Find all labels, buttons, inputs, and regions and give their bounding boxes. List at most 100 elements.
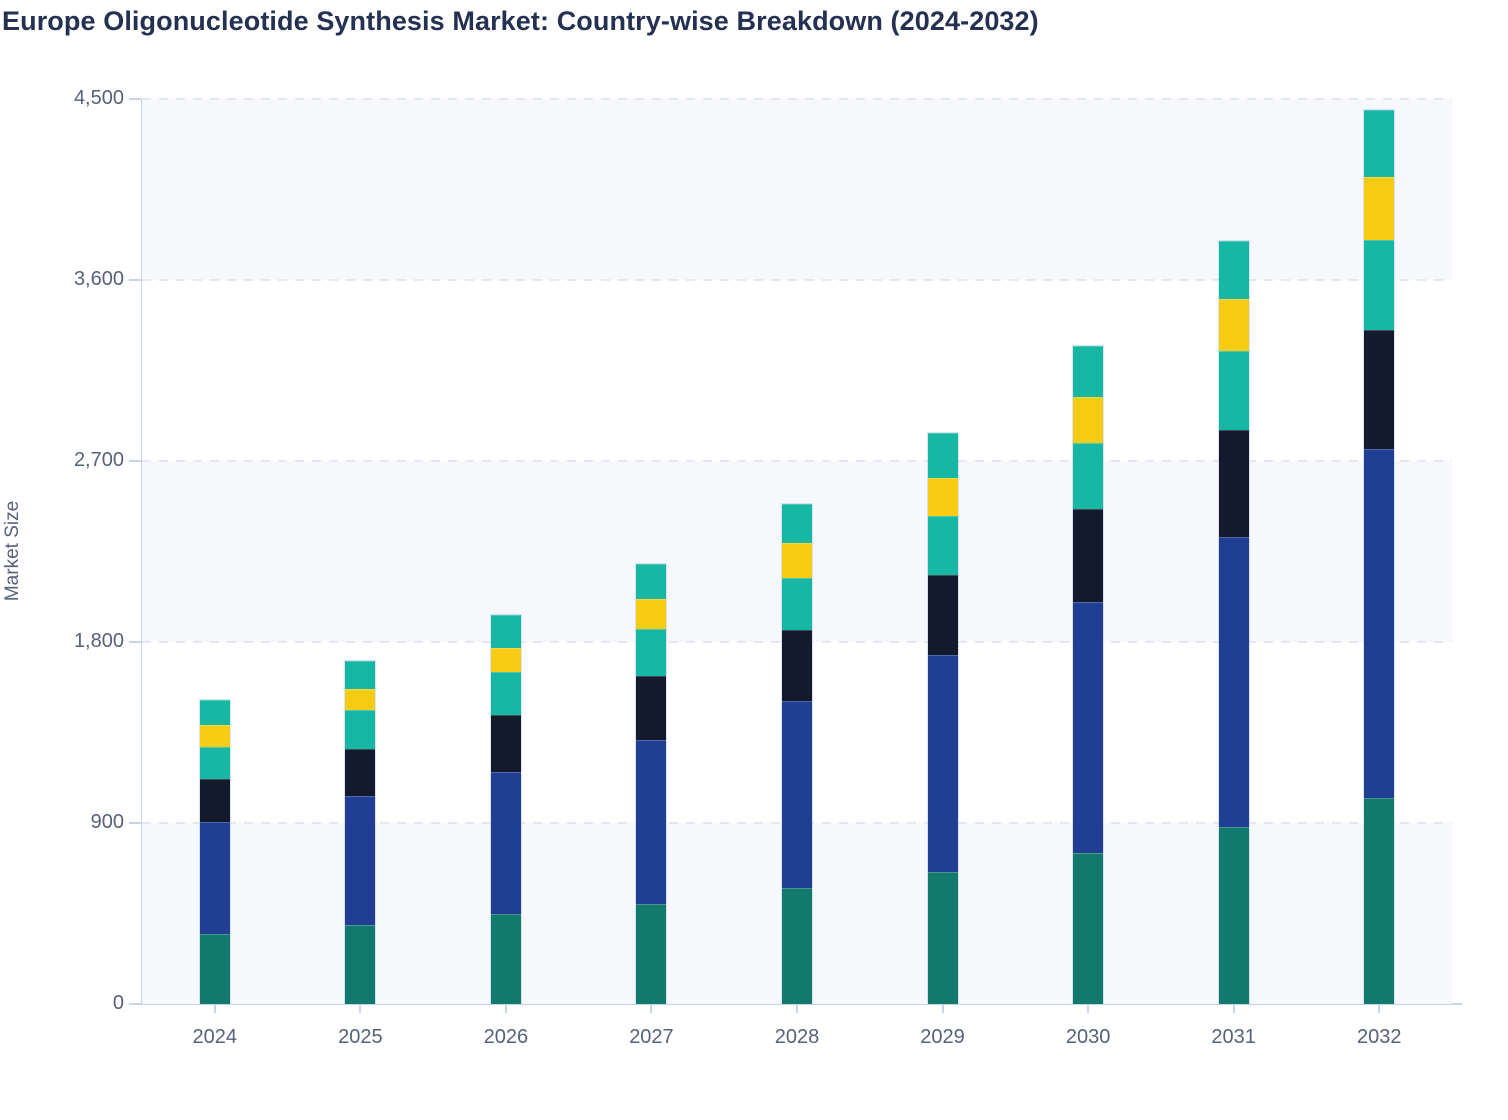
x-tick-mark-2031 xyxy=(1232,1004,1235,1013)
y-tick-label-900: 900 xyxy=(90,811,124,833)
bar-segment-2030-series-3-dark-navy[interactable] xyxy=(1073,509,1104,602)
y-tick-mark xyxy=(129,279,141,281)
x-tick-label-2030: 2030 xyxy=(1065,1026,1111,1048)
bar-segment-2032-series-6-teal-top[interactable] xyxy=(1364,110,1395,178)
x-tick-label-2028: 2028 xyxy=(774,1026,820,1048)
bar-segment-2028-series-3-dark-navy[interactable] xyxy=(782,629,812,702)
x-tick-mark-2024 xyxy=(213,1004,216,1013)
bar-segment-2030-series-5-yellow[interactable] xyxy=(1073,396,1104,443)
bar-segment-2031-series-6-teal-top[interactable] xyxy=(1218,240,1249,300)
x-tick-label-2032: 2032 xyxy=(1356,1026,1402,1048)
bar-segment-2030-series-2-blue[interactable] xyxy=(1073,601,1104,854)
bar-segment-2026-series-4-teal[interactable] xyxy=(490,672,521,716)
bar-segment-2024-series-6-teal-top[interactable] xyxy=(199,700,230,725)
bar-segment-2030-series-1-dark-green[interactable] xyxy=(1073,853,1104,1004)
bar-segment-2025-series-6-teal-top[interactable] xyxy=(345,661,376,690)
bar-2030[interactable] xyxy=(1073,346,1104,1004)
bar-segment-2025-series-2-blue[interactable] xyxy=(345,795,376,925)
x-tick-mark-2026 xyxy=(504,1004,507,1013)
bar-2026[interactable] xyxy=(490,614,521,1004)
bar-segment-2025-series-1-dark-green[interactable] xyxy=(345,924,376,1004)
bar-segment-2031-series-3-dark-navy[interactable] xyxy=(1218,429,1249,538)
bar-segment-2024-series-1-dark-green[interactable] xyxy=(199,933,230,1004)
x-tick-label-2025: 2025 xyxy=(338,1026,383,1048)
bar-segment-2024-series-4-teal[interactable] xyxy=(199,746,230,779)
plot-band xyxy=(142,99,1452,280)
bar-segment-2027-series-5-yellow[interactable] xyxy=(636,598,667,629)
y-tick-label-2700: 2,700 xyxy=(73,449,124,471)
gridline-2700 xyxy=(142,460,1452,462)
bar-segment-2025-series-3-dark-navy[interactable] xyxy=(345,748,376,796)
y-tick-mark xyxy=(129,822,141,824)
bar-segment-2026-series-3-dark-navy[interactable] xyxy=(490,715,521,772)
bar-segment-2030-series-6-teal-top[interactable] xyxy=(1073,346,1104,397)
bar-segment-2029-series-2-blue[interactable] xyxy=(927,655,958,873)
x-tick-mark-2028 xyxy=(796,1004,798,1013)
bar-segment-2032-series-4-teal[interactable] xyxy=(1364,239,1395,331)
bar-2027[interactable] xyxy=(636,563,667,1004)
y-tick-label-4500: 4,500 xyxy=(73,87,124,109)
gridline-3600 xyxy=(142,279,1452,281)
bar-segment-2029-series-5-yellow[interactable] xyxy=(927,478,958,517)
y-tick-label-0: 0 xyxy=(112,992,124,1014)
bar-segment-2026-series-5-yellow[interactable] xyxy=(490,648,521,673)
bar-2031[interactable] xyxy=(1218,240,1249,1004)
bar-segment-2026-series-6-teal-top[interactable] xyxy=(490,614,521,649)
bar-segment-2029-series-1-dark-green[interactable] xyxy=(927,872,958,1004)
bar-segment-2032-series-2-blue[interactable] xyxy=(1364,448,1395,798)
bar-segment-2024-series-2-blue[interactable] xyxy=(199,822,230,934)
bar-segment-2028-series-5-yellow[interactable] xyxy=(782,543,812,578)
bar-2032[interactable] xyxy=(1364,110,1395,1004)
y-axis-title: Market Size xyxy=(2,500,23,602)
bar-segment-2027-series-4-teal[interactable] xyxy=(636,628,667,677)
x-tick-label-2026: 2026 xyxy=(483,1026,529,1048)
bar-segment-2024-series-5-yellow[interactable] xyxy=(199,724,230,747)
y-tick-mark xyxy=(129,98,141,100)
bar-segment-2032-series-3-dark-navy[interactable] xyxy=(1364,330,1395,449)
x-tick-label-2024: 2024 xyxy=(192,1026,238,1048)
x-tick-mark-2029 xyxy=(941,1004,944,1013)
y-tick-label-1800: 1,800 xyxy=(73,630,124,652)
x-tick-mark-2032 xyxy=(1378,1004,1381,1013)
plot-band xyxy=(142,280,1452,461)
bar-segment-2031-series-2-blue[interactable] xyxy=(1218,537,1249,828)
bar-segment-2028-series-6-teal-top[interactable] xyxy=(782,504,812,544)
bar-segment-2029-series-3-dark-navy[interactable] xyxy=(927,574,958,656)
bar-segment-2024-series-3-dark-navy[interactable] xyxy=(199,778,230,823)
bar-segment-2027-series-1-dark-green[interactable] xyxy=(636,904,667,1004)
bar-segment-2032-series-1-dark-green[interactable] xyxy=(1364,797,1395,1004)
bar-segment-2027-series-2-blue[interactable] xyxy=(636,739,667,905)
bar-segment-2031-series-5-yellow[interactable] xyxy=(1218,299,1249,352)
bar-segment-2025-series-5-yellow[interactable] xyxy=(345,689,376,711)
bar-2029[interactable] xyxy=(927,432,958,1004)
bar-segment-2026-series-1-dark-green[interactable] xyxy=(490,913,521,1004)
plot-area xyxy=(132,98,1462,1005)
x-tick-mark-2025 xyxy=(359,1004,362,1013)
y-tick-label-3600: 3,600 xyxy=(73,268,124,290)
chart-title: Europe Oligonucleotide Synthesis Market:… xyxy=(2,6,1039,36)
bar-segment-2028-series-1-dark-green[interactable] xyxy=(782,888,812,1004)
bar-2025[interactable] xyxy=(345,661,376,1004)
bar-segment-2027-series-6-teal-top[interactable] xyxy=(636,563,667,599)
bar-segment-2029-series-4-teal[interactable] xyxy=(927,516,958,575)
bar-2024[interactable] xyxy=(199,700,230,1004)
x-tick-label-2031: 2031 xyxy=(1211,1026,1256,1048)
bar-2028[interactable] xyxy=(782,504,812,1004)
y-tick-mark xyxy=(129,641,141,643)
bar-segment-2032-series-5-yellow[interactable] xyxy=(1364,177,1395,240)
bar-segment-2031-series-1-dark-green[interactable] xyxy=(1218,827,1249,1004)
x-tick-label-2029: 2029 xyxy=(920,1026,965,1048)
bar-segment-2028-series-2-blue[interactable] xyxy=(782,701,812,889)
bar-segment-2029-series-6-teal-top[interactable] xyxy=(927,432,958,479)
bar-segment-2028-series-4-teal[interactable] xyxy=(782,577,812,630)
y-tick-mark xyxy=(129,460,141,462)
y-tick-mark xyxy=(129,1003,141,1005)
gridline-4500 xyxy=(142,98,1452,100)
bar-segment-2027-series-3-dark-navy[interactable] xyxy=(636,676,667,740)
bar-segment-2030-series-4-teal[interactable] xyxy=(1073,442,1104,510)
bar-segment-2026-series-2-blue[interactable] xyxy=(490,771,521,914)
x-tick-mark-2030 xyxy=(1087,1004,1090,1013)
bar-segment-2025-series-4-teal[interactable] xyxy=(345,710,376,749)
bar-segment-2031-series-4-teal[interactable] xyxy=(1218,351,1249,430)
